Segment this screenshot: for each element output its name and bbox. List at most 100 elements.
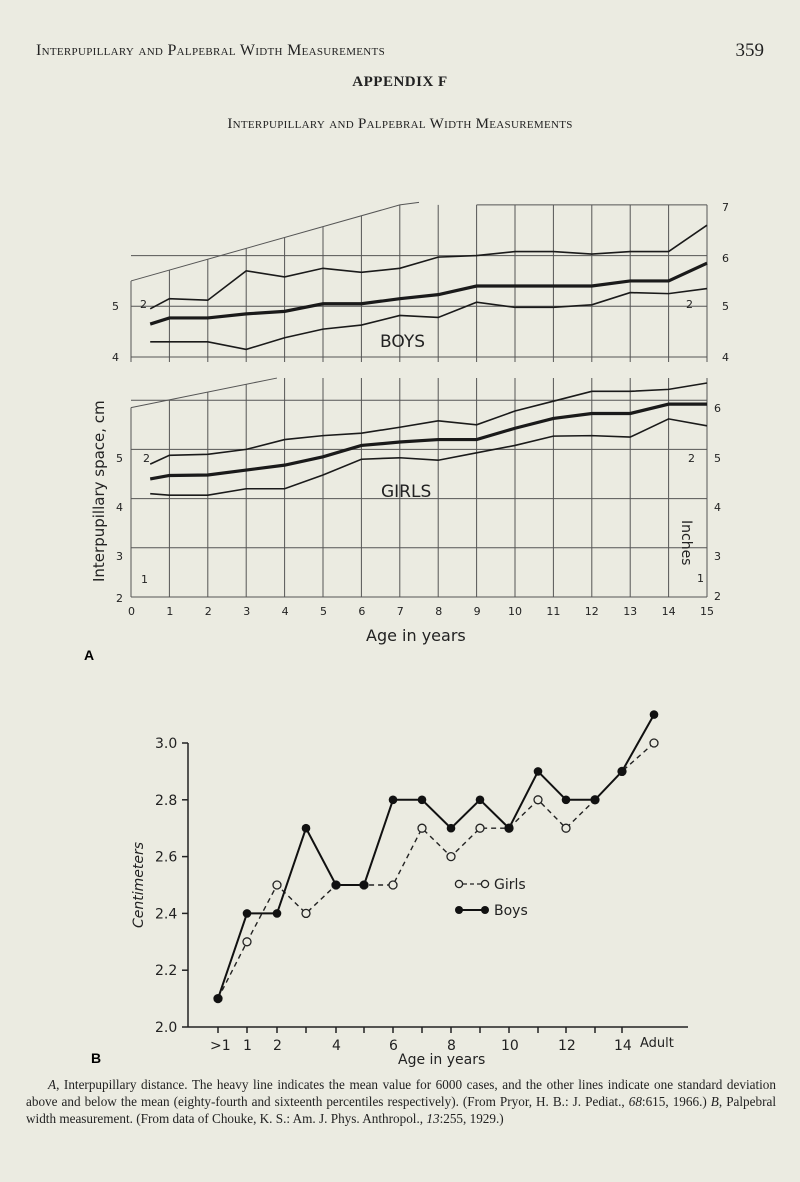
boys-line-0	[149, 224, 708, 310]
girls-legend-marker	[454, 879, 464, 889]
girls-line-1	[149, 402, 707, 481]
boys-point	[359, 880, 369, 890]
boys-point	[446, 823, 456, 833]
girls-line-2	[150, 418, 708, 496]
girls-point	[272, 880, 282, 890]
svg-text:6: 6	[358, 605, 365, 618]
svg-text:6: 6	[722, 252, 729, 265]
svg-text:14: 14	[662, 605, 676, 618]
svg-text:Adult: Adult	[640, 1036, 674, 1051]
svg-text:3: 3	[116, 550, 123, 563]
svg-text:4: 4	[282, 605, 289, 618]
boys-point	[649, 710, 659, 719]
boys-label: BOYS	[380, 332, 425, 352]
svg-text:9: 9	[474, 605, 481, 618]
svg-text:4: 4	[722, 351, 729, 364]
panel-b-label: B	[91, 1050, 101, 1066]
svg-text:8: 8	[435, 605, 442, 618]
boys-point	[417, 795, 427, 805]
panel-a-xlabel: Age in years	[366, 626, 466, 645]
page-number: 359	[735, 40, 765, 61]
girls-line-0	[149, 382, 708, 465]
svg-text:5: 5	[112, 300, 119, 313]
panel-b-ylabel: Centimeters	[131, 842, 147, 928]
boys-series-line	[217, 714, 655, 999]
legend-boys: Boys	[494, 903, 528, 919]
svg-text:5: 5	[320, 605, 327, 618]
svg-text:5: 5	[714, 452, 721, 465]
boys-point	[272, 909, 282, 918]
svg-text:2.6: 2.6	[155, 850, 177, 866]
boys-line-2	[150, 287, 708, 351]
panel-b-xlabel: Age in years	[398, 1052, 485, 1068]
svg-text:2: 2	[116, 592, 123, 605]
svg-text:4: 4	[714, 501, 721, 514]
boys-line-1	[149, 261, 708, 326]
appendix-title: APPENDIX F	[352, 74, 448, 90]
svg-text:10: 10	[501, 1038, 519, 1054]
svg-text:2: 2	[140, 298, 147, 311]
svg-text:7: 7	[722, 201, 729, 214]
svg-text:6: 6	[389, 1038, 398, 1054]
svg-text:11: 11	[546, 605, 560, 618]
svg-text:12: 12	[558, 1038, 576, 1054]
panel-a-ylabel: Interpupillary space, cm	[90, 400, 108, 582]
boys-point	[475, 795, 485, 805]
girls-point	[561, 823, 571, 833]
svg-text:14: 14	[614, 1038, 632, 1054]
girls-point	[242, 937, 252, 947]
svg-text:3: 3	[714, 550, 721, 563]
svg-text:2.4: 2.4	[155, 906, 177, 922]
svg-text:5: 5	[722, 300, 729, 313]
svg-text:>1: >1	[210, 1038, 231, 1054]
section-title: Interpupillary and Palpebral Width Measu…	[227, 116, 573, 132]
svg-text:15: 15	[700, 605, 714, 618]
girls-point	[446, 851, 456, 862]
girls-point	[301, 908, 311, 919]
boys-point	[533, 767, 543, 776]
boys-point	[388, 795, 398, 805]
panel-b-lines	[213, 710, 659, 1004]
svg-text:2.8: 2.8	[155, 793, 177, 809]
svg-text:2.2: 2.2	[155, 963, 177, 979]
boys-point	[331, 880, 341, 890]
svg-text:6: 6	[714, 402, 721, 415]
svg-text:2: 2	[686, 298, 693, 311]
svg-text:4: 4	[332, 1038, 341, 1054]
svg-text:12: 12	[585, 605, 599, 618]
girls-point	[417, 823, 427, 833]
svg-text:1: 1	[243, 1038, 252, 1054]
svg-text:1: 1	[141, 573, 148, 586]
boys-point	[242, 909, 252, 918]
svg-text:2: 2	[143, 452, 150, 465]
panel-b-axes	[182, 742, 688, 1033]
boys-point	[213, 994, 223, 1003]
svg-text:10: 10	[508, 605, 522, 618]
girls-series-line	[217, 742, 655, 999]
panel-a-label: A	[84, 647, 94, 663]
boys-point	[301, 823, 311, 833]
svg-text:2: 2	[205, 605, 212, 618]
panel-b-legend: Girls Boys	[454, 877, 528, 919]
svg-text:13: 13	[623, 605, 637, 618]
svg-text:0: 0	[128, 605, 135, 618]
svg-text:5: 5	[116, 452, 123, 465]
boys-point	[504, 823, 514, 833]
svg-text:2.0: 2.0	[155, 1020, 177, 1036]
girls-label: GIRLS	[381, 482, 431, 502]
svg-text:3: 3	[243, 605, 250, 618]
girls-point	[475, 823, 485, 833]
svg-text:1: 1	[697, 572, 704, 585]
svg-text:8: 8	[447, 1038, 456, 1054]
svg-text:2: 2	[688, 452, 695, 465]
girls-point	[533, 795, 543, 805]
girls-lines	[149, 382, 708, 496]
running-head: Interpupillary and Palpebral Width Measu…	[36, 42, 385, 59]
girls-point	[649, 738, 659, 748]
svg-text:2: 2	[273, 1038, 282, 1054]
svg-text:7: 7	[397, 605, 404, 618]
girls-point	[388, 880, 398, 890]
svg-text:4: 4	[116, 501, 123, 514]
svg-text:3.0: 3.0	[155, 736, 177, 752]
boys-grid	[130, 201, 708, 362]
